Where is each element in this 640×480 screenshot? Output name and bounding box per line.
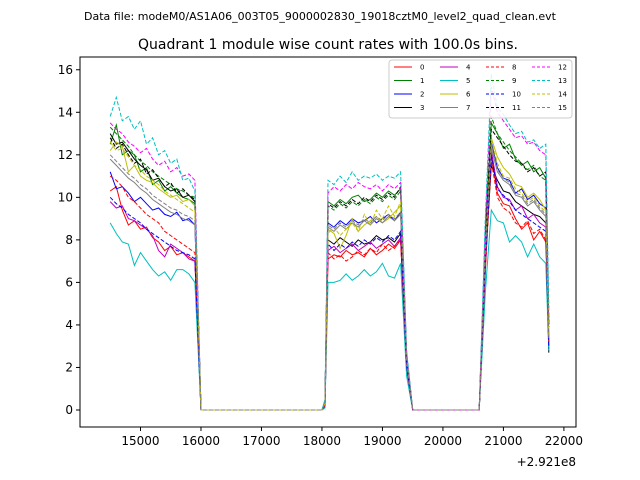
legend-label-3: 3 bbox=[420, 104, 424, 112]
legend-label-13: 13 bbox=[558, 77, 567, 85]
series-line-11 bbox=[109, 127, 550, 411]
legend-label-4: 4 bbox=[466, 64, 471, 72]
y-tick-label: 16 bbox=[58, 63, 73, 77]
legend-label-2: 2 bbox=[420, 91, 424, 99]
legend-label-7: 7 bbox=[466, 104, 470, 112]
x-tick-label: 21000 bbox=[484, 434, 522, 448]
y-tick-label: 14 bbox=[58, 105, 73, 119]
legend-label-0: 0 bbox=[420, 64, 424, 72]
legend-label-6: 6 bbox=[466, 91, 471, 99]
y-tick-label: 10 bbox=[58, 190, 73, 204]
legend-box bbox=[388, 59, 573, 119]
legend-label-1: 1 bbox=[420, 77, 424, 85]
series-lines bbox=[109, 73, 550, 411]
suptitle: Data file: modeM0/AS1A06_003T05_90000028… bbox=[84, 10, 557, 23]
y-tick-label: 0 bbox=[65, 403, 73, 417]
legend-label-12: 12 bbox=[558, 64, 567, 72]
y-tick-label: 8 bbox=[65, 233, 73, 247]
legend-label-11: 11 bbox=[512, 104, 521, 112]
chart-title: Quadrant 1 module wise count rates with … bbox=[138, 37, 518, 53]
x-tick-label: 15000 bbox=[121, 434, 159, 448]
axes-frame bbox=[79, 56, 577, 428]
series-line-13 bbox=[109, 73, 550, 411]
y-tick-label: 4 bbox=[65, 318, 73, 332]
series-line-6 bbox=[109, 137, 550, 411]
series-line-14 bbox=[109, 139, 550, 411]
legend-label-8: 8 bbox=[512, 64, 516, 72]
y-tick-label: 6 bbox=[65, 275, 73, 289]
x-tick-label: 22000 bbox=[545, 434, 583, 448]
legend-label-9: 9 bbox=[512, 77, 516, 85]
y-tick-label: 12 bbox=[58, 148, 73, 162]
legend-label-14: 14 bbox=[558, 91, 567, 99]
x-axis: 15000 16000 17000 18000 19000 20000 21000 22000 bbox=[121, 427, 583, 448]
legend-label-15: 15 bbox=[558, 104, 567, 112]
x-tick-label: 18000 bbox=[303, 434, 341, 448]
y-tick-label: 2 bbox=[65, 360, 73, 374]
legend-label-5: 5 bbox=[466, 77, 470, 85]
x-tick-label: 19000 bbox=[363, 434, 401, 448]
x-tick-label: 20000 bbox=[424, 434, 462, 448]
x-tick-label: 17000 bbox=[242, 434, 280, 448]
series-line-15 bbox=[109, 144, 550, 411]
x-tick-label: 16000 bbox=[182, 434, 220, 448]
y-axis: 0 2 4 6 8 10 12 14 16 bbox=[58, 63, 80, 417]
x-offset-label: +2.921e8 bbox=[517, 455, 576, 469]
series-line-9 bbox=[109, 116, 550, 411]
series-line-1 bbox=[109, 121, 550, 411]
legend-label-10: 10 bbox=[512, 91, 521, 99]
